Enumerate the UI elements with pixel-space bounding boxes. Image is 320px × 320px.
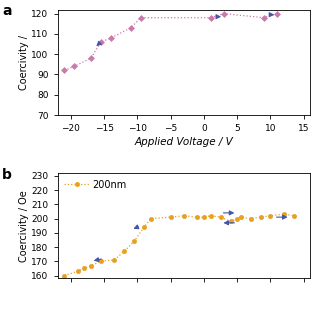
200nm	[259, 215, 262, 219]
200nm	[239, 215, 243, 219]
200nm	[89, 264, 93, 268]
200nm	[219, 215, 222, 219]
Text: b: b	[2, 168, 12, 182]
Y-axis label: Coercivity /: Coercivity /	[19, 35, 28, 90]
200nm	[76, 269, 79, 273]
X-axis label: Applied Voltage / V: Applied Voltage / V	[135, 137, 233, 147]
Y-axis label: Coercivity / Oe: Coercivity / Oe	[19, 190, 28, 261]
200nm	[282, 212, 286, 216]
200nm	[249, 217, 252, 220]
200nm	[235, 217, 239, 220]
200nm	[122, 249, 126, 253]
200nm	[196, 215, 199, 219]
200nm	[292, 214, 296, 218]
200nm	[99, 260, 103, 263]
200nm	[209, 214, 212, 218]
200nm	[142, 225, 146, 229]
200nm	[169, 215, 172, 219]
200nm	[182, 214, 186, 218]
200nm	[202, 215, 206, 219]
Legend: 200nm: 200nm	[62, 178, 129, 192]
Text: a: a	[2, 4, 12, 18]
200nm	[149, 217, 153, 220]
200nm	[62, 274, 66, 277]
200nm	[229, 220, 233, 223]
Line: 200nm: 200nm	[62, 212, 296, 278]
200nm	[82, 267, 86, 270]
200nm	[112, 258, 116, 262]
200nm	[132, 239, 136, 243]
200nm	[268, 214, 272, 218]
